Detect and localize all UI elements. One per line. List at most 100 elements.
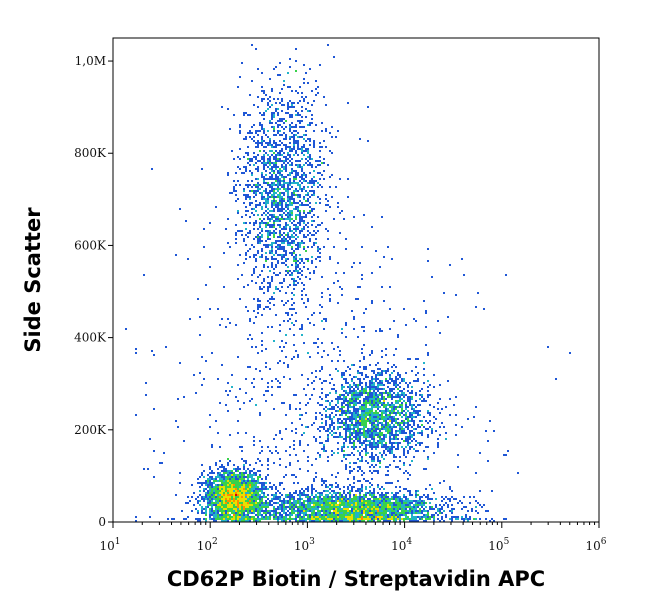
data-point xyxy=(279,218,281,220)
data-point xyxy=(417,432,419,434)
data-point xyxy=(237,510,239,512)
data-point xyxy=(285,254,287,256)
data-point xyxy=(337,426,339,428)
data-point xyxy=(227,504,229,506)
data-point xyxy=(387,402,389,404)
data-point xyxy=(255,404,257,406)
data-point xyxy=(395,466,397,468)
data-point xyxy=(405,412,407,414)
data-point xyxy=(371,454,373,456)
data-point xyxy=(259,124,261,126)
data-point xyxy=(253,196,255,198)
data-point xyxy=(311,510,313,512)
data-point xyxy=(327,490,329,492)
data-point xyxy=(239,478,241,480)
data-point xyxy=(375,454,377,456)
data-point xyxy=(319,164,321,166)
data-point xyxy=(455,434,457,436)
data-point xyxy=(339,394,341,396)
data-point xyxy=(305,306,307,308)
data-point xyxy=(199,334,201,336)
data-point xyxy=(335,508,337,510)
data-point xyxy=(399,390,401,392)
data-point xyxy=(389,510,391,512)
data-point xyxy=(239,476,241,478)
data-point xyxy=(321,414,323,416)
data-point xyxy=(271,162,273,164)
data-point xyxy=(263,502,265,504)
data-point xyxy=(323,498,325,500)
data-point xyxy=(369,388,371,390)
data-point xyxy=(371,370,373,372)
data-point xyxy=(407,478,409,480)
data-point xyxy=(353,442,355,444)
data-point xyxy=(293,504,295,506)
data-point xyxy=(267,266,269,268)
data-point xyxy=(359,390,361,392)
data-point xyxy=(257,488,259,490)
data-point xyxy=(265,496,267,498)
data-point xyxy=(223,470,225,472)
data-point xyxy=(383,402,385,404)
data-point xyxy=(261,198,263,200)
data-point xyxy=(387,404,389,406)
data-point xyxy=(369,444,371,446)
data-point xyxy=(339,488,341,490)
data-point xyxy=(365,506,367,508)
data-point xyxy=(265,226,267,228)
data-point xyxy=(365,416,367,418)
data-point xyxy=(325,496,327,498)
data-point xyxy=(339,426,341,428)
data-point xyxy=(307,138,309,140)
data-point xyxy=(313,270,315,272)
data-point xyxy=(289,496,291,498)
data-point xyxy=(319,516,321,518)
data-point xyxy=(391,512,393,514)
data-point xyxy=(283,262,285,264)
data-point xyxy=(389,404,391,406)
data-point xyxy=(373,372,375,374)
data-point xyxy=(383,434,385,436)
data-point xyxy=(249,160,251,162)
data-point xyxy=(295,170,297,172)
data-point xyxy=(223,478,225,480)
data-point xyxy=(243,488,245,490)
data-point xyxy=(307,204,309,206)
data-point xyxy=(335,504,337,506)
data-point xyxy=(351,380,353,382)
data-point xyxy=(253,498,255,500)
data-point xyxy=(309,180,311,182)
data-point xyxy=(387,506,389,508)
data-point xyxy=(381,512,383,514)
data-point xyxy=(233,508,235,510)
data-point xyxy=(271,250,273,252)
data-point xyxy=(401,514,403,516)
data-point xyxy=(319,248,321,250)
data-point xyxy=(229,482,231,484)
data-point xyxy=(373,440,375,442)
data-point xyxy=(351,500,353,502)
data-point xyxy=(373,446,375,448)
data-point xyxy=(239,158,241,160)
data-point xyxy=(325,416,327,418)
data-point xyxy=(303,150,305,152)
data-point xyxy=(333,490,335,492)
data-point xyxy=(283,512,285,514)
data-point xyxy=(471,510,473,512)
data-point xyxy=(415,428,417,430)
data-point xyxy=(259,224,261,226)
data-point xyxy=(279,508,281,510)
data-point xyxy=(315,258,317,260)
data-point xyxy=(243,514,245,516)
data-point xyxy=(267,166,269,168)
data-point xyxy=(285,126,287,128)
data-point xyxy=(393,408,395,410)
data-point xyxy=(375,250,377,252)
data-point xyxy=(251,80,253,82)
data-point xyxy=(393,396,395,398)
data-point xyxy=(239,500,241,502)
data-point xyxy=(277,240,279,242)
data-point xyxy=(319,500,321,502)
data-point xyxy=(425,502,427,504)
data-point xyxy=(359,512,361,514)
